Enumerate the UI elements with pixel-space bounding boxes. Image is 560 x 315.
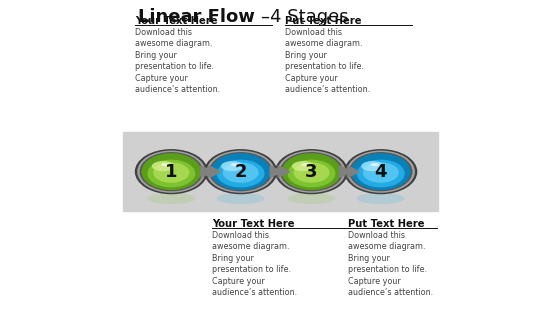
- Ellipse shape: [221, 161, 244, 171]
- Ellipse shape: [344, 149, 417, 194]
- Ellipse shape: [217, 160, 264, 187]
- Ellipse shape: [277, 151, 346, 193]
- Text: 2: 2: [235, 163, 247, 181]
- Ellipse shape: [363, 163, 399, 183]
- Text: Your Text Here: Your Text Here: [212, 219, 295, 229]
- Ellipse shape: [147, 193, 195, 204]
- Ellipse shape: [351, 153, 410, 190]
- Ellipse shape: [217, 193, 264, 204]
- Ellipse shape: [361, 161, 384, 171]
- Text: Download this
awesome diagram.
Bring your
presentation to life.
Capture your
aud: Download this awesome diagram. Bring you…: [135, 28, 220, 94]
- Ellipse shape: [347, 151, 415, 193]
- Ellipse shape: [204, 149, 277, 194]
- Ellipse shape: [349, 152, 413, 191]
- Ellipse shape: [135, 149, 208, 194]
- Ellipse shape: [147, 160, 195, 187]
- Ellipse shape: [209, 152, 272, 191]
- Text: Download this
awesome diagram.
Bring your
presentation to life.
Capture your
aud: Download this awesome diagram. Bring you…: [284, 28, 370, 94]
- Ellipse shape: [301, 163, 310, 166]
- Ellipse shape: [207, 151, 275, 193]
- Text: Download this
awesome diagram.
Bring your
presentation to life.
Capture your
aud: Download this awesome diagram. Bring you…: [212, 231, 297, 297]
- Ellipse shape: [152, 161, 174, 171]
- Ellipse shape: [280, 152, 343, 191]
- Ellipse shape: [231, 163, 239, 166]
- Ellipse shape: [293, 163, 329, 183]
- Ellipse shape: [288, 193, 335, 204]
- Ellipse shape: [288, 160, 335, 187]
- Text: 3: 3: [305, 163, 318, 181]
- Text: Linear Flow: Linear Flow: [138, 8, 261, 26]
- Ellipse shape: [357, 193, 405, 204]
- Ellipse shape: [211, 153, 270, 190]
- Ellipse shape: [275, 149, 348, 194]
- Ellipse shape: [357, 160, 405, 187]
- Ellipse shape: [371, 163, 379, 166]
- Text: 4: 4: [375, 163, 387, 181]
- Ellipse shape: [161, 163, 170, 166]
- Ellipse shape: [223, 163, 259, 183]
- Ellipse shape: [137, 151, 206, 193]
- Ellipse shape: [153, 163, 189, 183]
- Text: Download this
awesome diagram.
Bring your
presentation to life.
Capture your
aud: Download this awesome diagram. Bring you…: [348, 231, 433, 297]
- Text: Put Text Here: Put Text Here: [348, 219, 424, 229]
- Ellipse shape: [139, 152, 203, 191]
- Text: Put Text Here: Put Text Here: [284, 16, 361, 26]
- Text: 1: 1: [165, 163, 178, 181]
- Text: Your Text Here: Your Text Here: [135, 16, 218, 26]
- Ellipse shape: [292, 161, 314, 171]
- Text: –4 Stages: –4 Stages: [261, 8, 349, 26]
- Ellipse shape: [282, 153, 342, 190]
- Bar: [123, 132, 437, 211]
- Ellipse shape: [141, 153, 201, 190]
